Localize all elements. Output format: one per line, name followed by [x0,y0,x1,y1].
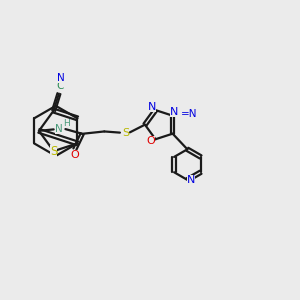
Text: N: N [148,102,156,112]
Text: C: C [56,82,64,92]
Text: N: N [57,73,65,83]
Text: =N: =N [181,109,197,119]
Text: O: O [147,136,155,146]
Text: N: N [55,124,62,134]
Text: H: H [63,119,70,128]
Text: S: S [122,128,129,138]
Text: S: S [50,145,57,158]
Text: N: N [187,175,195,185]
Text: O: O [70,150,79,160]
Text: N: N [170,107,178,117]
